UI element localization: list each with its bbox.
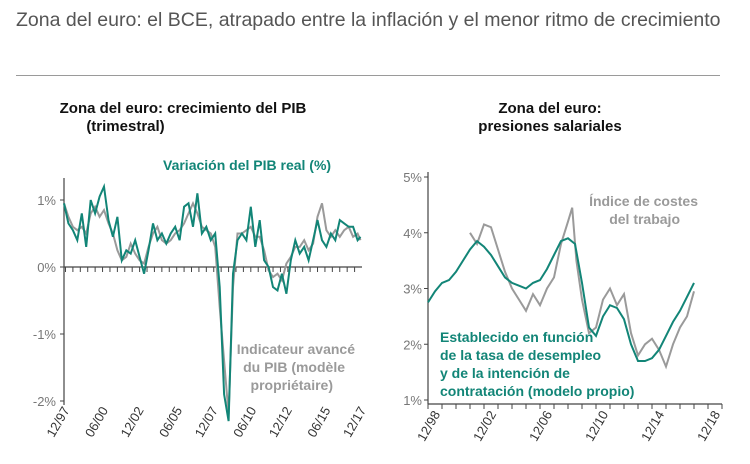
gdp-xtick-label: 12/02 bbox=[117, 404, 146, 440]
legend-label-gdp-real: Variación del PIB real (%) bbox=[163, 157, 331, 173]
legend-label-wage-model-line2: de la tasa de desempleo bbox=[440, 347, 601, 363]
right-chart-title-line2: presiones salariales bbox=[478, 118, 622, 135]
legend-label-wage-model-line1: Establecido en función bbox=[440, 329, 593, 345]
gdp-ytick-label: 1% bbox=[37, 193, 56, 208]
wage-xtick-label: 12/18 bbox=[694, 408, 723, 444]
gdp-xtick-label: 12/17 bbox=[340, 404, 369, 440]
gdp-xtick-label: 12/07 bbox=[192, 404, 221, 440]
gdp-xtick-label: 06/10 bbox=[230, 404, 259, 440]
wage-xtick-label: 12/10 bbox=[582, 408, 611, 444]
wage-ytick-label: 2% bbox=[403, 337, 422, 352]
left-chart-title: Zona del euro: crecimiento del PIB (trim… bbox=[28, 100, 338, 136]
wage-xtick-label: 12/98 bbox=[414, 408, 443, 444]
wage-xtick-label: 12/02 bbox=[470, 408, 499, 444]
series-line-gdp-real bbox=[63, 182, 362, 422]
gdp-xtick-label: 06/15 bbox=[304, 404, 333, 440]
gdp-xtick-label: 06/00 bbox=[82, 404, 111, 440]
title-divider bbox=[16, 75, 720, 76]
gdp-xtick-label: 12/12 bbox=[266, 404, 295, 440]
legend-label-gdp-indicator-line2: du PIB (modèle bbox=[243, 359, 345, 375]
legend-label-gdp-indicator-line3: propriétaire) bbox=[251, 377, 333, 393]
gdp-ytick-label: -2% bbox=[33, 394, 57, 409]
legend-label-gdp-indicator-line1: Indicateur avancé bbox=[237, 341, 355, 357]
wage-ytick-label: 3% bbox=[403, 282, 422, 297]
legend-label-labour-cost-line2: del trabajo bbox=[609, 211, 680, 227]
wage-ytick-label: 1% bbox=[403, 393, 422, 408]
gdp-xtick-label: 12/97 bbox=[43, 404, 72, 440]
gdp-ytick-label: 0% bbox=[37, 260, 56, 275]
right-chart-title: Zona del euro: presiones salariales bbox=[430, 100, 670, 136]
legend-label-labour-cost-line1: Índice de costes bbox=[589, 193, 698, 209]
gdp-chart: 1% 0% -1% -2% 12/97 06/00 12/02 06/05 12/07 06/1… bbox=[33, 157, 369, 440]
wage-ytick-label: 5% bbox=[403, 170, 422, 185]
wage-xtick-label: 12/06 bbox=[526, 408, 555, 444]
gdp-xtick-label: 06/05 bbox=[156, 404, 185, 440]
legend-label-wage-model-line4: contratación (modelo propio) bbox=[440, 383, 634, 399]
legend-label-wage-model-line3: y de la intención de bbox=[440, 365, 570, 381]
wage-ytick-label: 4% bbox=[403, 226, 422, 241]
wage-chart: 5% 4% 3% 2% 1% 12/98 12/02 12/06 12/10 12/14 12/1… bbox=[403, 170, 723, 444]
main-title: Zona del euro: el BCE, atrapado entre la… bbox=[16, 9, 721, 31]
gdp-ytick-label: -1% bbox=[33, 327, 57, 342]
left-chart-title-line1: Zona del euro: crecimiento del PIB bbox=[59, 100, 307, 117]
wage-xtick-label: 12/14 bbox=[638, 408, 667, 444]
series-line-wage-model bbox=[427, 237, 695, 362]
left-chart-title-line2: (trimestral) bbox=[86, 118, 165, 135]
right-chart-title-line1: Zona del euro: bbox=[498, 100, 602, 117]
